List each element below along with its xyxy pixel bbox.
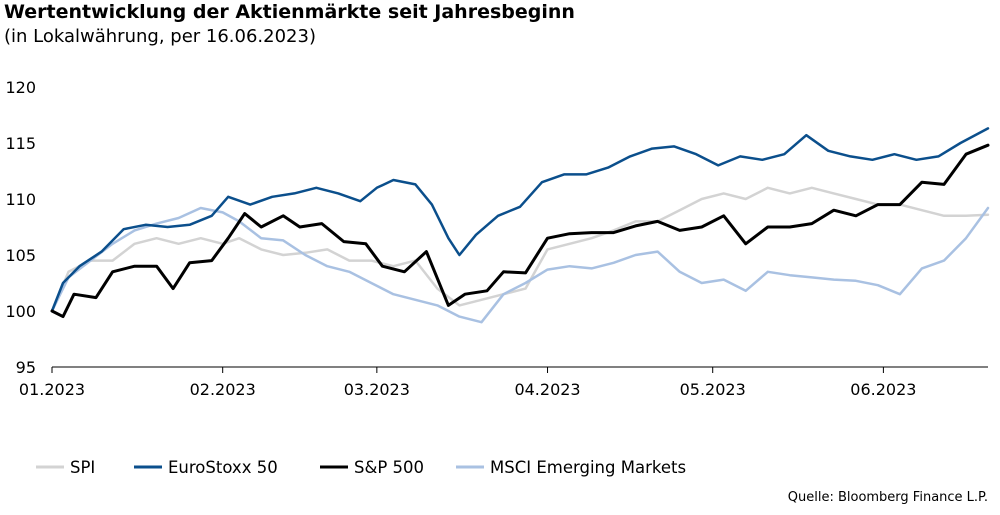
- series-line-eurostoxx-50: [50, 127, 990, 313]
- x-tick-label: 02.2023: [190, 380, 256, 399]
- y-tick-label: 120: [5, 78, 36, 97]
- series-line-spi: [50, 186, 990, 313]
- x-tick-label: 05.2023: [680, 380, 746, 399]
- legend-label: S&P 500: [354, 458, 424, 477]
- series-line-s-p-500: [50, 143, 990, 319]
- x-tick-label: 06.2023: [850, 380, 916, 399]
- axes: 95 100 105 110 115 120 01.2023 02.2023 03.2023 04…: [5, 78, 988, 399]
- chart-title: Wertentwicklung der Aktienmärkte seit Ja…: [4, 1, 575, 23]
- series-line-msci-emerging-markets: [50, 206, 990, 324]
- y-tick-label: 105: [5, 246, 36, 265]
- x-tick-label: 01.2023: [19, 380, 85, 399]
- y-tick-label: 100: [5, 302, 36, 321]
- chart-subtitle: (in Lokalwährung, per 16.06.2023): [4, 26, 316, 47]
- series-lines: [50, 127, 990, 324]
- legend: SPI EuroStoxx 50 S&P 500 MSCI Emerging Mark…: [36, 458, 686, 477]
- y-tick-label: 110: [5, 190, 36, 209]
- y-tick-label: 95: [16, 358, 36, 377]
- y-tick-label: 115: [5, 134, 36, 153]
- legend-label: EuroStoxx 50: [168, 458, 278, 477]
- source-note: Quelle: Bloomberg Finance L.P.: [787, 490, 988, 505]
- x-tick-label: 04.2023: [514, 380, 580, 399]
- x-tick-label: 03.2023: [344, 380, 410, 399]
- legend-label: SPI: [70, 458, 95, 477]
- legend-label: MSCI Emerging Markets: [490, 458, 686, 477]
